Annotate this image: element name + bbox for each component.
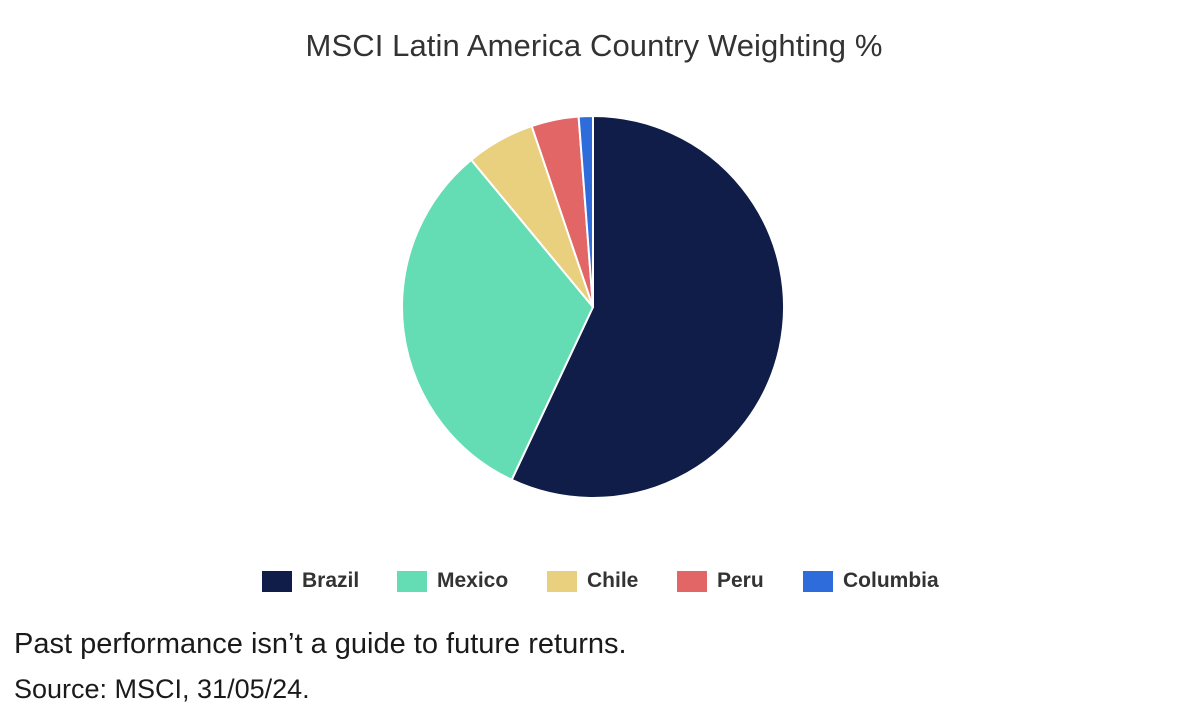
legend-swatch bbox=[397, 570, 427, 592]
source-text: Source: MSCI, 31/05/24. bbox=[14, 674, 310, 704]
legend-label: Columbia bbox=[843, 569, 939, 592]
pie-slice-mexico bbox=[401, 158, 594, 481]
chart-title: MSCI Latin America Country Weighting % bbox=[305, 28, 883, 63]
legend-label: Peru bbox=[717, 569, 764, 592]
chart-legend: Brazil Mexico Chile Peru Columbia bbox=[0, 566, 1200, 596]
legend-item-chile[interactable]: Chile bbox=[547, 566, 638, 596]
legend-item-brazil[interactable]: Brazil bbox=[262, 566, 359, 596]
pie-slices bbox=[401, 114, 785, 499]
legend-swatch bbox=[262, 570, 292, 592]
pie-slice-columbia bbox=[577, 114, 594, 308]
legend-swatch bbox=[677, 570, 707, 592]
disclaimer-text: Past performance isn’t a guide to future… bbox=[14, 628, 627, 660]
legend-item-mexico[interactable]: Mexico bbox=[397, 566, 508, 596]
legend-item-columbia[interactable]: Columbia bbox=[803, 566, 939, 596]
legend-label: Mexico bbox=[437, 569, 509, 592]
pie-slice-brazil bbox=[510, 115, 785, 499]
pie-chart bbox=[401, 114, 785, 499]
legend-item-peru[interactable]: Peru bbox=[677, 566, 764, 596]
legend-swatch bbox=[547, 570, 577, 592]
legend-label: Chile bbox=[587, 569, 639, 592]
legend-label: Brazil bbox=[302, 569, 360, 592]
legend-swatch bbox=[803, 570, 833, 592]
